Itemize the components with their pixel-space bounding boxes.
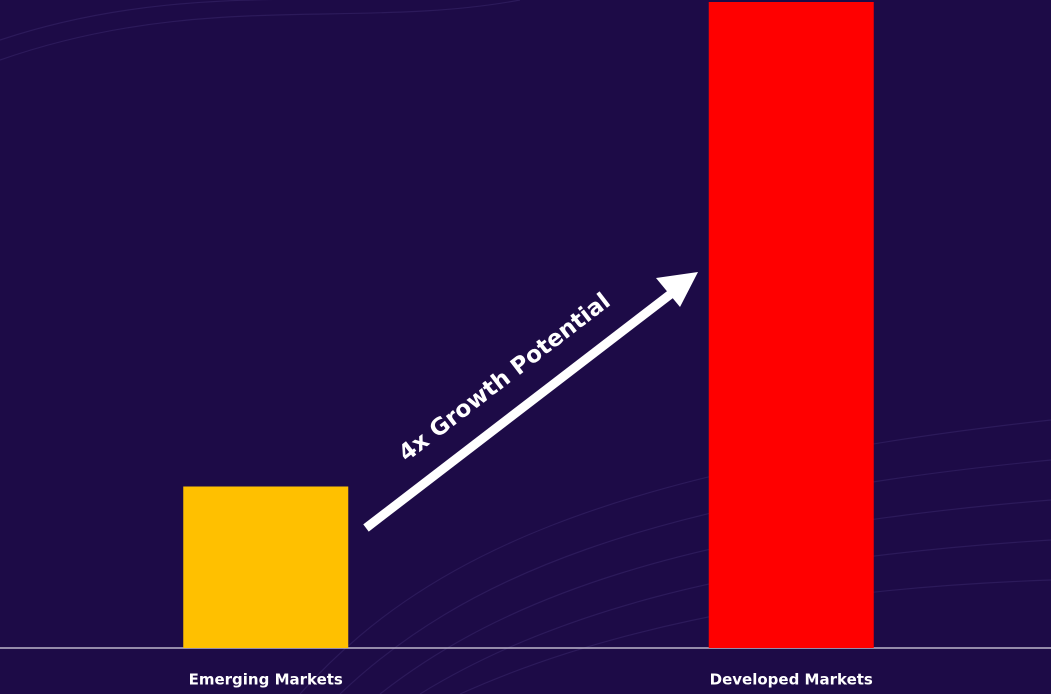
x-tick-label: Developed Markets [710, 671, 873, 689]
growth-arrow [363, 272, 698, 532]
x-tick-label: Emerging Markets [189, 671, 343, 689]
bar [708, 2, 874, 648]
bar [183, 486, 349, 648]
